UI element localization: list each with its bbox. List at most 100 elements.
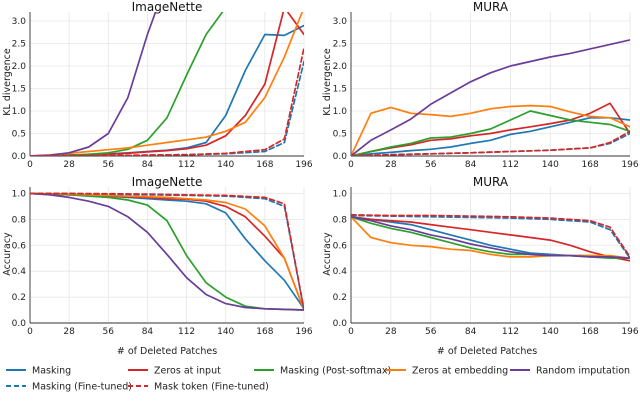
y-tick-label: 0.2 [12,293,26,303]
y-tick-label: 0.8 [333,215,348,225]
series-line-masking-fine-tuned [30,192,304,311]
chart-panel-4: 0 28 56 84 112 140 168 196 0.0 0.2 0.4 0.6 0.8 1.0 MUR… [333,175,639,337]
series-group [30,192,304,311]
x-tick-label: 196 [621,327,638,337]
ylabel-top-left: KL divergence [2,48,13,116]
x-tick-label: 84 [142,327,154,337]
chart-panel-3: 0 28 56 84 112 140 168 196 0.0 0.2 0.4 0.6 0.8 1.0 Ima… [12,175,313,337]
series-line-random-imputation [30,12,157,156]
y-tick-label: 2.0 [333,62,348,72]
x-tick-label: 112 [178,327,195,337]
chart-title: MURA [473,175,509,189]
x-tick-label: 28 [63,160,75,170]
series-line-zeros-at-embedding [351,104,630,156]
x-tick-label: 0 [27,160,33,170]
chart-title: ImageNette [132,175,203,189]
y-tick-label: 0.8 [12,215,27,225]
y-tick-label: 1.0 [12,189,27,199]
ylabel-top-right: KL divergence [322,48,333,116]
y-tick-label: 0.6 [12,241,27,251]
y-tick-label: 0.4 [333,267,348,277]
chart-panel-1: 0 28 56 84 112 140 168 196 0.0 0.5 1.0 1.5 2.0 2.5 3.0… [12,0,313,170]
x-tick-label: 0 [27,327,33,337]
x-tick-label: 84 [465,160,477,170]
x-tick-label: 140 [217,327,234,337]
x-tick-label: 0 [348,327,354,337]
x-tick-label: 112 [502,327,519,337]
x-tick-label: 140 [542,327,559,337]
series-line-random-imputation [30,192,304,311]
series-line-zeros-at-input [351,215,630,262]
series-line-zeros-at-input [30,192,304,311]
x-tick-label: 196 [295,160,312,170]
series-line-mask-token-fine-tuned [30,47,304,156]
legend-label: Random imputation [536,366,630,377]
y-tick-label: 1.0 [12,107,27,117]
legend: Masking Zeros at input Masking (Post-softm… [6,366,630,393]
x-tick-label: 28 [63,327,75,337]
x-tick-label: 28 [385,160,397,170]
x-tick-label: 140 [217,160,234,170]
x-tick-label: 168 [582,160,599,170]
x-tick-label: 84 [465,327,477,337]
x-tick-label: 112 [502,160,519,170]
y-tick-label: 0.6 [333,241,348,251]
legend-label: Masking [32,366,71,377]
x-tick-label: 56 [103,327,115,337]
y-tick-label: 1.5 [12,85,26,95]
series-line-random-imputation [351,39,630,156]
x-tick-label: 168 [256,327,273,337]
series-group [351,213,630,262]
x-tick-label: 0 [348,160,354,170]
series-line-zeros-at-embedding [30,12,304,156]
y-tick-label: 3.0 [12,17,27,27]
chart-title: ImageNette [132,0,203,14]
y-tick-label: 0.4 [12,267,27,277]
y-tick-label: 1.5 [333,85,347,95]
legend-label: Masking (Post-softmax) [280,366,391,377]
series-line-mask-token-fine-tuned [351,130,630,156]
x-tick-label: 56 [425,327,437,337]
series-line-masking-post-softmax [351,110,630,156]
x-tick-label: 168 [582,327,599,337]
series-line-mask-token-fine-tuned [30,192,304,311]
x-tick-label: 140 [542,160,559,170]
y-tick-label: 1.0 [333,107,348,117]
y-tick-label: 0.0 [333,319,348,329]
xlabel-bottom-left: # of Deleted Patches [117,346,217,357]
chart-panel-2: 0 28 56 84 112 140 168 196 0.0 0.5 1.0 1.5 2.0 2.5 3.0… [333,0,639,170]
x-tick-label: 56 [103,160,115,170]
y-tick-label: 0.5 [333,130,347,140]
ylabel-bottom-right: Accuracy [322,232,333,276]
y-tick-label: 2.5 [333,40,347,50]
x-tick-label: 112 [178,160,195,170]
series-line-zeros-at-embedding [351,215,630,260]
xlabel-bottom-right: # of Deleted Patches [437,346,537,357]
legend-label: Masking (Fine-tuned) [32,382,132,393]
y-tick-label: 0.0 [12,319,27,329]
y-tick-label: 0.5 [12,130,26,140]
y-tick-label: 2.0 [12,62,27,72]
legend-label: Mask token (Fine-tuned) [154,382,269,393]
x-tick-label: 56 [425,160,437,170]
legend-label: Zeros at embedding [412,366,508,377]
x-tick-label: 196 [621,160,638,170]
y-tick-label: 0.2 [333,293,347,303]
series-line-masking [30,192,304,310]
series-group [351,39,630,156]
series-line-mask-token-fine-tuned [351,213,630,258]
ylabel-bottom-left: Accuracy [2,232,13,276]
y-tick-label: 3.0 [333,17,348,27]
x-tick-label: 168 [256,160,273,170]
series-line-masking-fine-tuned [351,214,630,260]
x-tick-label: 196 [295,327,312,337]
series-line-random-imputation [351,215,630,260]
y-tick-label: 1.0 [333,189,348,199]
series-line-zeros-at-embedding [30,192,304,311]
x-tick-label: 84 [142,160,154,170]
y-tick-label: 2.5 [12,40,26,50]
series-line-masking [351,116,630,156]
series-line-masking [30,24,304,156]
series-line-masking-post-softmax [30,192,304,311]
